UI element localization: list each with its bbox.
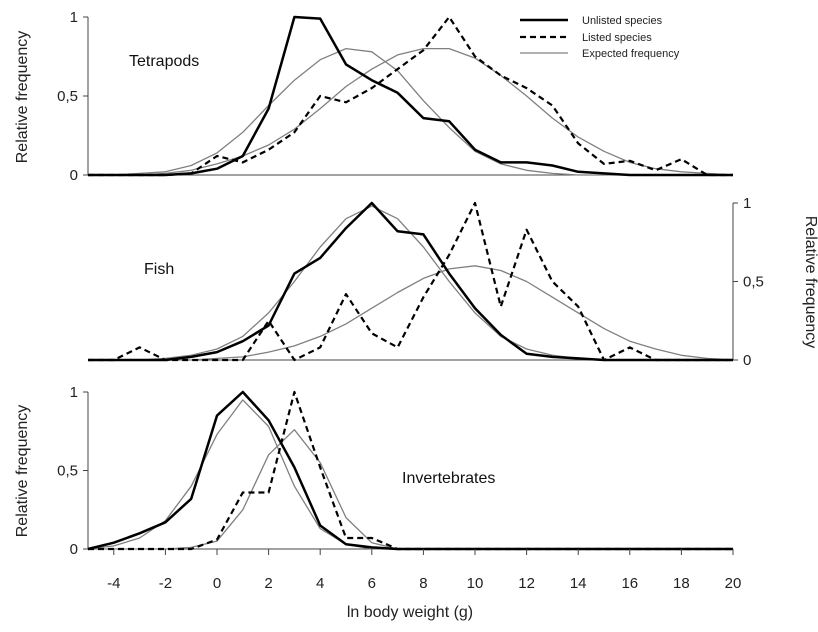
x-tick-label: -4 [107,575,120,592]
y-tick-label: 1 [70,9,78,26]
x-tick-label: 20 [725,575,742,592]
y-tick-label: 0 [70,167,78,184]
x-tick-label: 12 [518,575,535,592]
x-tick-label: 14 [570,575,587,592]
x-tick-label: 6 [368,575,376,592]
x-tick-label: 16 [621,575,638,592]
y-tick-label: 0,5 [743,274,764,291]
series-line-dashed [88,201,733,362]
x-axis-title: ln body weight (g) [347,604,473,621]
y-tick-label: 1 [743,195,751,212]
y-tick-label: 0,5 [57,463,78,480]
panel-tetrapods: 00,51 Tetrapods [57,9,734,184]
x-tick-label: 18 [673,575,690,592]
y-tick-label: 0,5 [57,88,78,105]
panel-fish: 00,51 Fish [88,195,764,369]
panel-label-fish: Fish [144,261,174,278]
legend-label-unlisted: Unlisted species [582,15,663,27]
series-line-solid-thin [88,47,734,176]
panel-label-invertebrates: Invertebrates [402,470,495,487]
x-tick-label: 8 [419,575,427,592]
x-axis-ticks: -4 -2 0 2 4 6 8 10 12 14 16 18 20 [107,549,741,592]
x-tick-label: -2 [159,575,172,592]
series-line-solid-thin [88,205,733,361]
y-tick-label: 1 [70,384,78,401]
series-line-solid-thick [88,15,733,177]
y-axis-title-top: Relative frequency [14,31,31,164]
panel-fish-series [88,201,734,362]
y-tick-label: 0 [743,352,751,369]
x-tick-label: 4 [316,575,324,592]
series-line-solid-thin [88,429,733,550]
series-line-solid-thin [88,265,734,361]
y-axis-title-right: Relative frequency [802,216,818,349]
panel-label-tetrapods: Tetrapods [129,53,199,70]
series-line-solid-thick [87,390,733,551]
panel-invertebrates-series [87,390,733,551]
x-tick-label: 0 [213,575,221,592]
panel-tetrapods-series [88,15,734,177]
y-tick-label: 0 [70,541,78,558]
series-line-solid-thick [88,201,733,362]
x-tick-label: 2 [264,575,272,592]
panel-invertebrates-y-ticks: 00,51 [57,384,88,558]
legend-label-expected: Expected frequency [582,48,680,60]
panel-fish-y-ticks: 00,51 [733,195,764,369]
panel-invertebrates: 00,51 Invertebrates [57,384,733,558]
y-axis-title-bottom: Relative frequency [14,405,31,538]
panel-tetrapods-y-ticks: 00,51 [57,9,88,184]
legend: Unlisted species Listed species Expected… [520,15,680,60]
x-tick-label: 10 [467,575,484,592]
legend-label-listed: Listed species [582,32,652,44]
